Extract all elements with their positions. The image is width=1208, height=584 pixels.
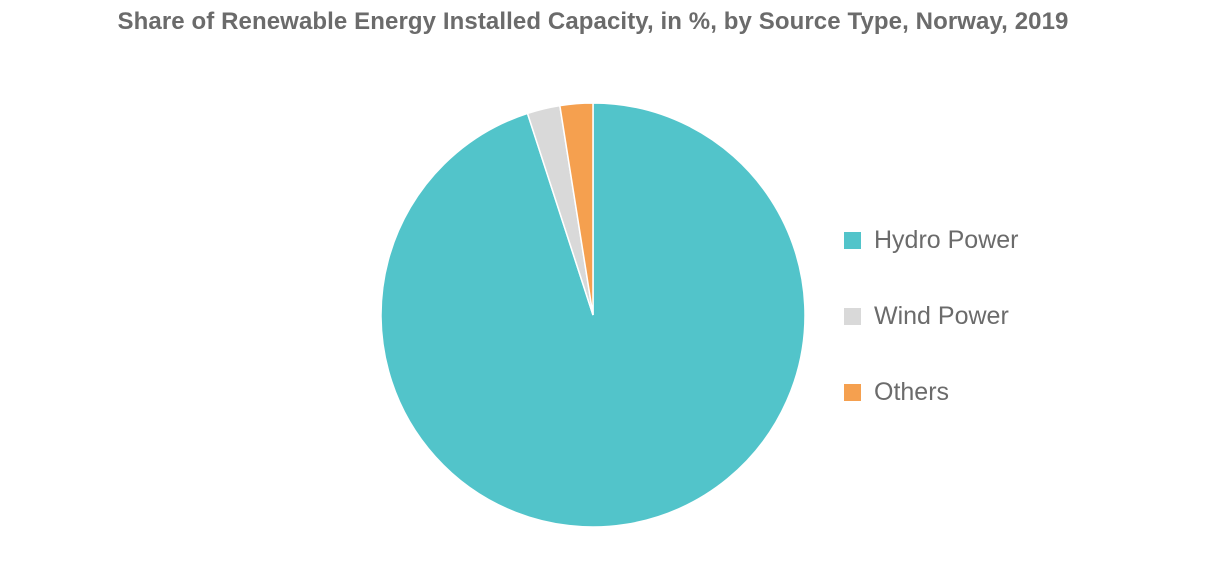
legend-swatch-others (844, 383, 861, 401)
chart-title: Share of Renewable Energy Installed Capa… (117, 8, 1069, 35)
legend-swatch-hydro-power (844, 231, 861, 249)
pie-slices (380, 102, 806, 528)
legend-item-others: Others (844, 372, 1019, 412)
legend-label-hydro-power: Hydro Power (874, 225, 1019, 254)
legend-label-others: Others (874, 377, 950, 406)
pie-slice-others (558, 102, 594, 316)
legend-item-wind-power: Wind Power (844, 296, 1019, 336)
legend-item-hydro-power: Hydro Power (844, 220, 1019, 260)
chart-legend: Hydro Power Wind Power Others (844, 220, 1019, 448)
legend-swatch-wind-power (844, 307, 861, 325)
legend-label-wind-power: Wind Power (874, 301, 1009, 330)
